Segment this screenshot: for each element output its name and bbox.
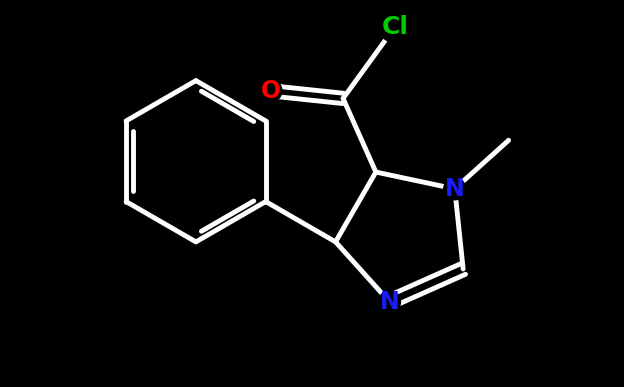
Text: N: N (379, 290, 399, 314)
Text: N: N (445, 177, 465, 201)
Circle shape (260, 80, 282, 102)
Circle shape (444, 178, 466, 200)
Circle shape (379, 291, 401, 313)
Circle shape (379, 10, 411, 43)
Text: O: O (261, 79, 281, 103)
Text: Cl: Cl (382, 15, 409, 39)
